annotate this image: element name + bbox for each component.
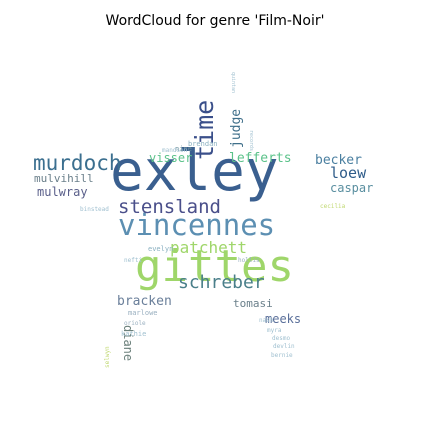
word-time: time — [190, 100, 219, 160]
word-exley: exley — [110, 139, 279, 204]
word-gittes: gittes — [135, 241, 294, 292]
word-mandson: mandson — [162, 147, 188, 154]
word-becker: becker — [315, 153, 362, 168]
word-murdoch: murdoch — [33, 151, 122, 175]
word-brendan: brendan — [188, 140, 218, 148]
word-cecilia: cecilia — [320, 203, 346, 210]
word-lefferts: lefferts — [229, 151, 292, 166]
word-loew: loew — [330, 164, 367, 182]
word-devlin: devlin — [273, 343, 295, 350]
word-selwyn: selwyn — [104, 346, 111, 368]
word-desmo: desmo — [272, 335, 290, 342]
word-meeks: meeks — [265, 312, 301, 326]
word-oriole: oriole — [124, 320, 146, 327]
word-hollis: hollis — [238, 257, 260, 264]
word-nine: nine — [175, 145, 192, 153]
word-myra: myra — [267, 327, 282, 334]
word-vincennes: vincennes — [118, 208, 275, 242]
word-judge: judge — [229, 109, 244, 148]
word-bernie: bernie — [271, 352, 293, 359]
word-caspar: caspar — [330, 181, 373, 195]
word-tomasi: tomasi — [233, 297, 273, 310]
word-mulvihill: mulvihill — [34, 172, 94, 185]
word-binstead: binstead — [80, 206, 109, 213]
word-nefti: nefti — [124, 257, 142, 264]
word-bracken: bracken — [117, 294, 172, 309]
word-diane: diane — [121, 325, 135, 361]
word-records: records — [248, 130, 254, 151]
word-nash: nash — [259, 317, 274, 324]
word-patchett: patchett — [170, 238, 247, 257]
word-stensland: stensland — [118, 196, 221, 218]
word-schreber: schreber — [178, 272, 265, 293]
word-mulwray: mulwray — [37, 185, 88, 199]
word-evelyn: evelyn — [148, 245, 173, 253]
word-marlowe: marlowe — [128, 309, 158, 317]
word-kathie: kathie — [121, 330, 146, 338]
chart-title: WordCloud for genre 'Film-Noir' — [106, 13, 325, 29]
word-visser: visser — [149, 151, 192, 165]
word-quintan: quintan — [230, 72, 236, 93]
